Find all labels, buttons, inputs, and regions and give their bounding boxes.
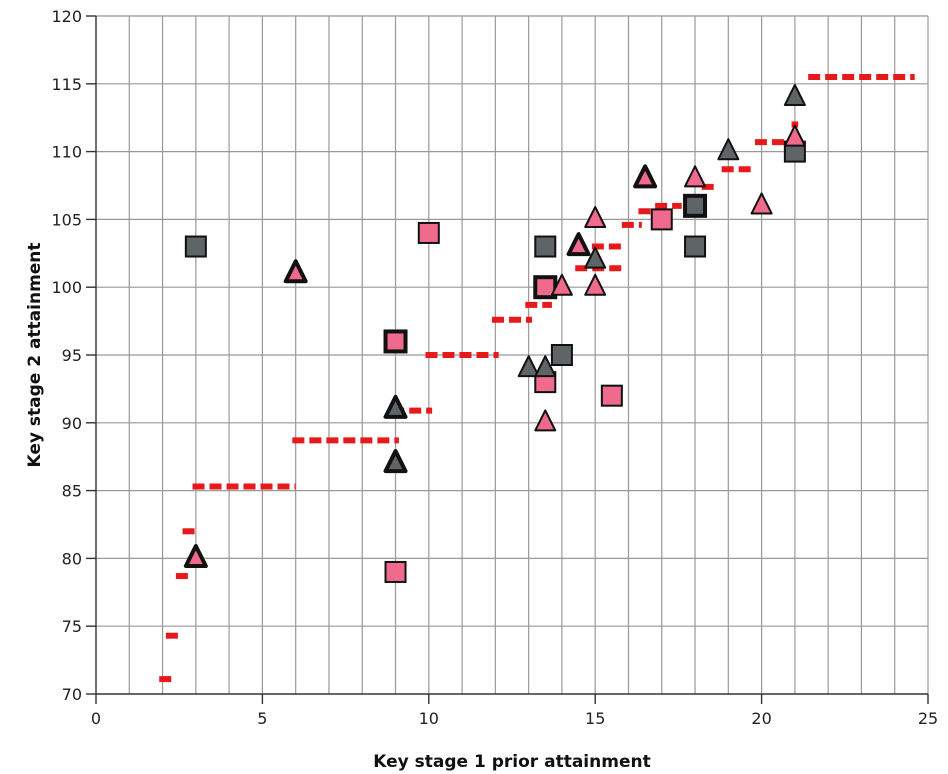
y-tick-label: 85: [62, 482, 82, 501]
y-tick-label: 105: [51, 210, 82, 229]
x-tick-label: 20: [751, 709, 771, 728]
y-tick-label: 70: [62, 685, 82, 704]
pink-triangle-marker: [534, 409, 557, 432]
y-axis-title: Key stage 2 attainment: [25, 242, 45, 467]
pink-triangle-marker: [584, 273, 607, 296]
y-tick-label: 120: [51, 7, 82, 26]
grey-triangle-marker: [517, 355, 540, 378]
x-tick-label: 5: [257, 709, 267, 728]
grid: [96, 15, 929, 694]
x-tick-label: 10: [419, 709, 439, 728]
y-tick-label: 90: [62, 414, 82, 433]
grey-triangle-marker: [717, 138, 740, 161]
axes: [86, 15, 929, 704]
x-axis-title: Key stage 1 prior attainment: [373, 752, 650, 772]
tick-labels: 70 75 80 85 90 95 100 105 110 115 120 0 5 10 15 20 25: [51, 7, 938, 728]
y-tick-label: 95: [62, 346, 82, 365]
data-markers: [183, 83, 806, 583]
grey-triangle-marker: [783, 83, 806, 106]
grey-square-marker: [184, 235, 207, 258]
grey-triangle-marker: [383, 449, 408, 474]
y-tick-label: 80: [62, 549, 82, 568]
grey-square-marker: [534, 235, 557, 258]
pink-triangle-marker: [633, 164, 658, 189]
y-tick-label: 100: [51, 278, 82, 297]
pink-triangle-marker: [584, 206, 607, 228]
pink-triangle-marker: [183, 544, 208, 568]
x-tick-label: 0: [91, 709, 101, 728]
grey-square-marker: [550, 344, 573, 366]
grey-triangle-marker: [383, 394, 408, 419]
pink-triangle-marker: [783, 124, 806, 147]
pink-triangle-marker: [283, 259, 308, 284]
y-tick-label: 115: [51, 75, 82, 94]
pink-square-marker: [417, 221, 440, 244]
grey-square-marker: [683, 193, 708, 218]
grey-square-marker: [684, 235, 707, 258]
x-tick-label: 15: [585, 709, 605, 728]
pink-square-marker: [600, 384, 623, 407]
pink-triangle-marker: [566, 232, 591, 257]
y-tick-label: 75: [62, 617, 82, 636]
grey-triangle-marker: [584, 246, 607, 269]
y-tick-label: 110: [51, 143, 82, 162]
pink-triangle-marker: [550, 273, 573, 296]
x-tick-label: 25: [918, 709, 938, 728]
pink-square-marker: [650, 208, 673, 231]
pink-square-marker: [383, 329, 408, 354]
pink-square-marker: [384, 560, 407, 583]
pink-triangle-marker: [684, 165, 707, 188]
grey-triangle-marker: [534, 355, 557, 378]
pink-triangle-marker: [750, 192, 773, 215]
